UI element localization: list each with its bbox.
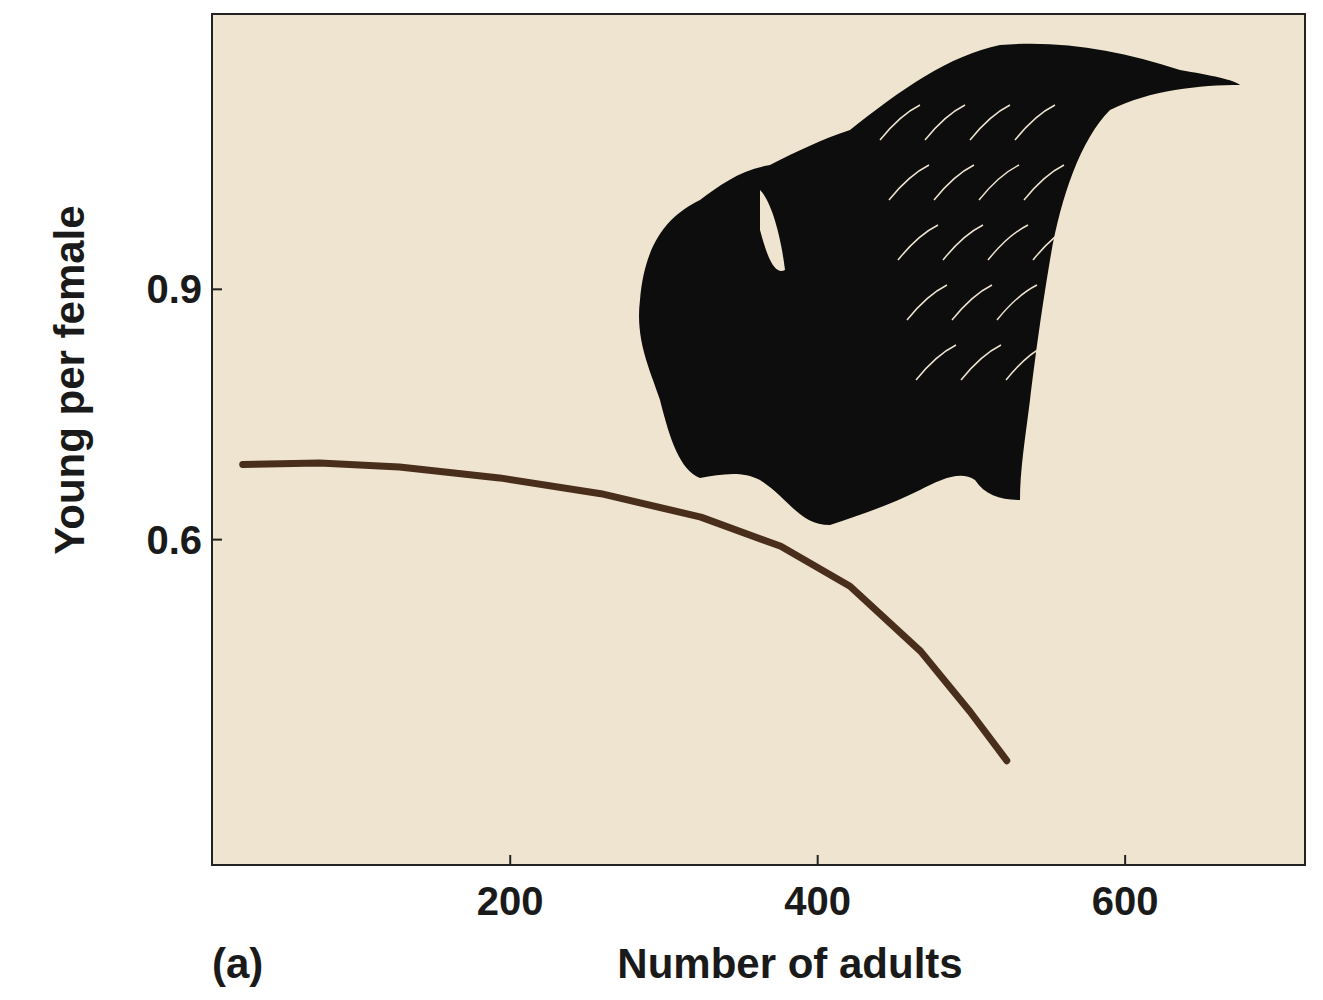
y-tick-label: 0.9 (146, 267, 202, 311)
bison-hair (916, 345, 956, 380)
bison-hair (943, 225, 983, 260)
bison-hair (898, 225, 938, 260)
x-tick-label: 600 (1092, 879, 1159, 923)
data-group (243, 463, 1007, 761)
y-axis-title: Young per female (46, 205, 93, 554)
plot-background (212, 14, 1305, 865)
bison-body (639, 44, 1240, 525)
bison-hair (1024, 165, 1064, 200)
bison-hair (1015, 105, 1055, 140)
bison-hair (880, 105, 920, 140)
bison-hair (907, 285, 947, 320)
bison-hair (925, 105, 965, 140)
bison-hair (970, 105, 1010, 140)
bison-hair (1033, 225, 1073, 260)
panel-label: (a) (212, 940, 263, 987)
chart-root: 0.6 0.9 200 400 600 Number of adults Young per… (0, 0, 1323, 1000)
y-tick (212, 288, 222, 290)
x-tick (1124, 855, 1126, 865)
bison-horn (760, 190, 785, 271)
y-tick (212, 539, 222, 541)
bison-hair (961, 345, 1001, 380)
bison-hair (934, 165, 974, 200)
bison-hair (889, 165, 929, 200)
bison-hair (988, 225, 1028, 260)
bison-hair (997, 285, 1037, 320)
bison-hair (1006, 345, 1046, 380)
bison-hair (952, 285, 992, 320)
y-tick-label: 0.6 (146, 518, 202, 562)
x-tick-label: 400 (784, 879, 851, 923)
x-tick-label: 200 (477, 879, 544, 923)
x-axis-title: Number of adults (617, 940, 962, 987)
x-tick (817, 855, 819, 865)
bison-illustration (639, 44, 1240, 525)
chart: 0.6 0.9 200 400 600 Number of adults Young per… (0, 0, 1323, 1000)
x-tick (509, 855, 511, 865)
data-line (243, 463, 1007, 761)
bison-hair (979, 165, 1019, 200)
plot-frame (212, 14, 1305, 865)
